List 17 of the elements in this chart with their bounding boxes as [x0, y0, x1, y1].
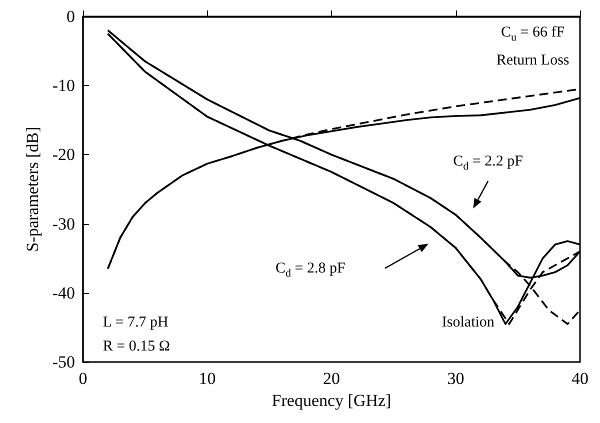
y-tick-label: -20: [52, 145, 75, 164]
annotation: Return Loss: [496, 52, 570, 69]
annotation: L = 7.7 pH: [102, 314, 168, 331]
y-axis-title: S-parameters [dB]: [23, 126, 42, 252]
y-tick-label: 0: [66, 7, 75, 26]
y-tick-label: -40: [52, 283, 75, 302]
y-tick-label: -30: [52, 214, 75, 234]
y-tick-label: -50: [52, 352, 75, 372]
x-tick-label: 20: [323, 369, 340, 388]
annotation: Isolation: [442, 314, 495, 331]
x-tick-label: 10: [198, 369, 216, 388]
x-axis-title: Frequency [GHz]: [272, 390, 392, 410]
y-tick-label: -10: [52, 76, 75, 96]
annotation: R = 0.15 Ω: [102, 338, 170, 355]
x-tick-label: 0: [78, 369, 88, 388]
x-tick-label: 40: [572, 369, 588, 388]
x-tick-label: 30: [447, 369, 464, 388]
